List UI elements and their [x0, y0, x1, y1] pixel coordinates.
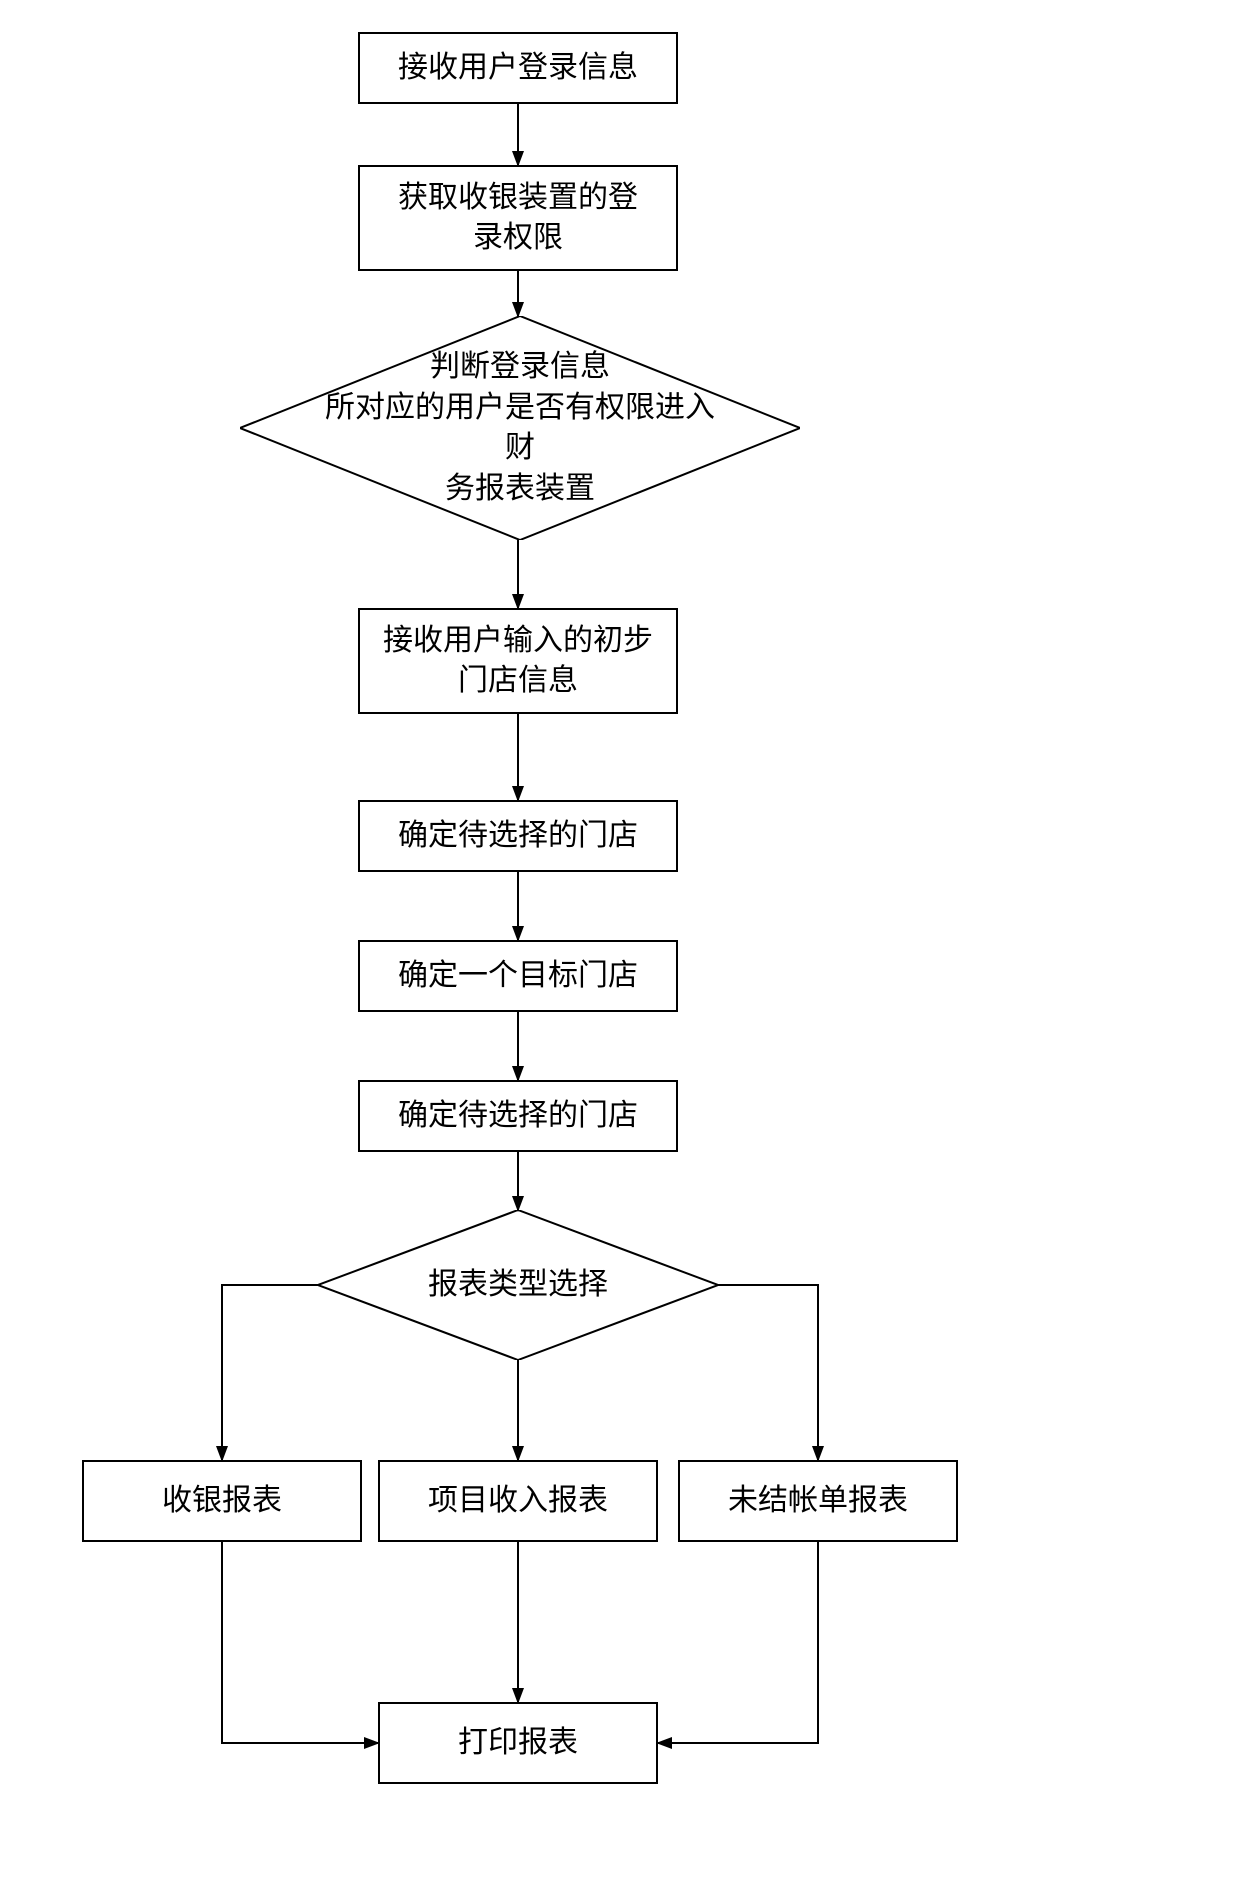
- node-n4-label: 接收用户输入的初步门店信息: [383, 621, 653, 702]
- node-n4: 接收用户输入的初步门店信息: [358, 608, 678, 714]
- node-n1-label: 接收用户登录信息: [398, 48, 638, 89]
- node-n6: 确定一个目标门店: [358, 940, 678, 1012]
- node-n9: 收银报表: [82, 1460, 362, 1542]
- node-n9-label: 收银报表: [162, 1481, 282, 1522]
- edge-n8-n9: [222, 1285, 318, 1460]
- node-n2: 获取收银装置的登录权限: [358, 165, 678, 271]
- node-n8-label: 报表类型选择: [318, 1210, 718, 1360]
- node-n7: 确定待选择的门店: [358, 1080, 678, 1152]
- node-n1: 接收用户登录信息: [358, 32, 678, 104]
- node-n5-label: 确定待选择的门店: [398, 816, 638, 857]
- node-n6-label: 确定一个目标门店: [398, 956, 638, 997]
- node-n3-label: 判断登录信息所对应的用户是否有权限进入财务报表装置: [240, 316, 800, 540]
- node-n10-label: 项目收入报表: [428, 1481, 608, 1522]
- node-n11: 未结帐单报表: [678, 1460, 958, 1542]
- node-n7-label: 确定待选择的门店: [398, 1096, 638, 1137]
- edge-n9-n12: [222, 1542, 378, 1743]
- node-n10: 项目收入报表: [378, 1460, 658, 1542]
- node-n3: 判断登录信息所对应的用户是否有权限进入财务报表装置: [240, 316, 800, 540]
- node-n8: 报表类型选择: [318, 1210, 718, 1360]
- node-n12-label: 打印报表: [458, 1723, 578, 1764]
- edge-n8-n11: [718, 1285, 818, 1460]
- edge-n11-n12: [658, 1542, 818, 1743]
- node-n5: 确定待选择的门店: [358, 800, 678, 872]
- node-n12: 打印报表: [378, 1702, 658, 1784]
- flowchart-canvas: 接收用户登录信息 获取收银装置的登录权限 判断登录信息所对应的用户是否有权限进入…: [0, 0, 1240, 1888]
- node-n11-label: 未结帐单报表: [728, 1481, 908, 1522]
- node-n2-label: 获取收银装置的登录权限: [398, 178, 638, 259]
